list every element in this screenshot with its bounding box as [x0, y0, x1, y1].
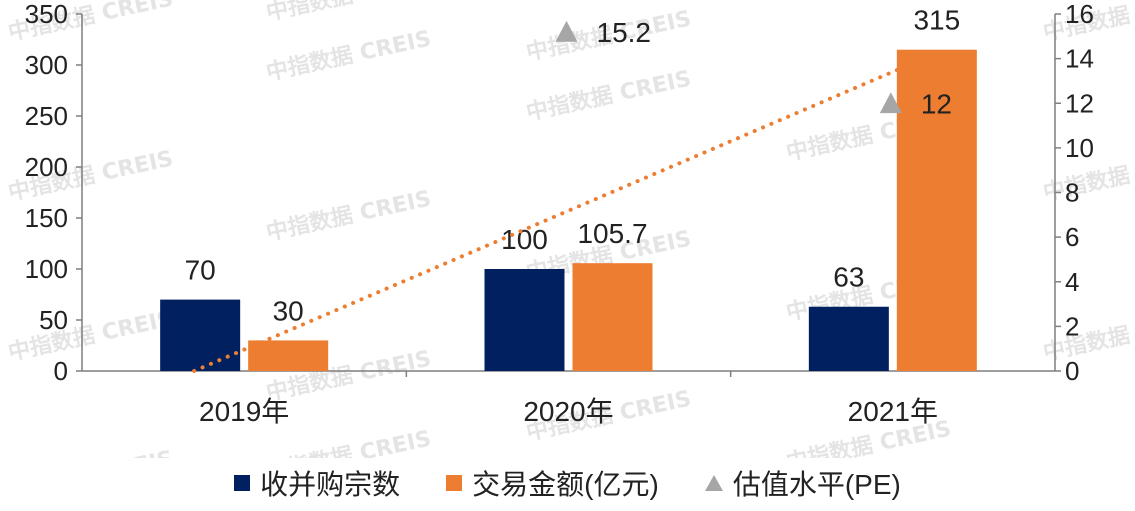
data-label-merger-count: 100	[501, 224, 548, 255]
left-tick-label: 150	[25, 203, 68, 233]
right-tick-label: 10	[1065, 133, 1094, 163]
right-tick-label: 2	[1065, 311, 1079, 341]
bar-merger-count	[808, 306, 889, 371]
data-label-pe: 12	[921, 88, 952, 119]
left-tick-label: 100	[25, 254, 68, 284]
data-label-transaction-amount: 105.7	[577, 218, 647, 249]
left-tick-label: 0	[54, 356, 68, 386]
right-tick-label: 0	[1065, 356, 1079, 386]
x-tick-label: 2019年	[199, 396, 289, 427]
x-tick-label: 2021年	[848, 396, 938, 427]
watermark-text: 中指数据 CREIS	[264, 186, 434, 246]
watermark-text: 中指数据 CREIS	[6, 306, 176, 366]
right-tick-label: 16	[1065, 0, 1094, 29]
watermark-text: 中指数据 CREIS	[6, 446, 176, 458]
legend-swatch-transaction-amount	[446, 475, 463, 491]
legend-label-pe: 估值水平(PE)	[732, 469, 901, 500]
data-label-transaction-amount: 30	[273, 295, 304, 326]
right-tick-label: 12	[1065, 88, 1094, 118]
right-tick-label: 6	[1065, 222, 1079, 252]
left-tick-label: 350	[25, 0, 68, 29]
data-label-merger-count: 63	[833, 262, 864, 293]
bar-transaction-amount	[896, 49, 977, 371]
data-label-pe: 15.2	[597, 17, 652, 48]
legend-item-transaction-amount: 交易金额(亿元)	[446, 463, 659, 503]
watermark-text: 中指数据 CREIS	[524, 66, 694, 126]
left-tick-label: 50	[39, 305, 68, 335]
watermark-text: 中指数据 CREIS	[264, 0, 434, 26]
bar-merger-count	[484, 269, 565, 371]
left-tick-label: 300	[25, 50, 68, 80]
legend-item-pe: 估值水平(PE)	[704, 463, 901, 503]
data-label-merger-count: 70	[185, 255, 216, 286]
bar-transaction-amount	[248, 340, 329, 371]
legend-triangle-icon	[704, 475, 723, 491]
right-tick-label: 4	[1065, 267, 1079, 297]
legend-swatch-merger-count	[234, 475, 251, 491]
legend-label-merger-count: 收并购宗数	[260, 469, 401, 500]
left-tick-label: 200	[25, 152, 68, 182]
bar-merger-count	[160, 299, 241, 371]
left-tick-label: 250	[25, 101, 68, 131]
pe-triangle-marker	[555, 20, 578, 42]
right-tick-label: 14	[1065, 44, 1094, 74]
legend-item-merger-count: 收并购宗数	[234, 463, 400, 503]
pe-triangle-marker	[879, 92, 902, 114]
watermark-text: 中指数据 CREIS	[264, 26, 434, 86]
right-tick-label: 8	[1065, 178, 1079, 208]
bar-transaction-amount	[572, 263, 653, 371]
legend-label-transaction-amount: 交易金额(亿元)	[472, 469, 659, 500]
data-label-transaction-amount: 315	[913, 5, 960, 36]
x-tick-label: 2020年	[523, 396, 613, 427]
watermark-text: 中指数据 CREIS	[264, 426, 434, 458]
legend: 收并购宗数 交易金额(亿元) 估值水平(PE)	[0, 458, 1135, 508]
